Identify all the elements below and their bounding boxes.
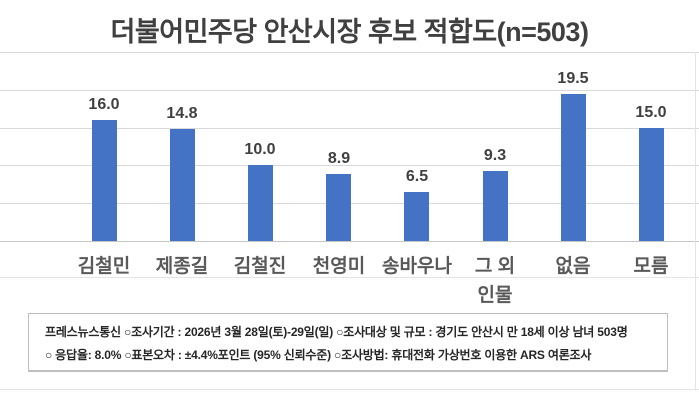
- bar-value-label: 8.9: [327, 150, 351, 167]
- category-label: 모름: [633, 256, 669, 277]
- category-label: 김철민: [77, 256, 131, 277]
- bar-value-label: 9.3: [483, 147, 507, 164]
- bar-그 외 인물: [483, 171, 508, 241]
- bar-value-label: 19.5: [557, 70, 589, 87]
- category-label: 제종길: [155, 256, 209, 277]
- bar-value-label: 15.0: [635, 104, 667, 121]
- category-label: 송바우나: [382, 256, 452, 277]
- sheet-gridline-horizontal: [0, 389, 699, 390]
- bar-김철진: [248, 165, 273, 241]
- x-axis-line: [0, 241, 699, 242]
- sheet-gridline-horizontal: [0, 277, 699, 278]
- bar-없음: [561, 94, 586, 241]
- bar-value-label: 10.0: [244, 141, 276, 158]
- chart-gridline: [0, 165, 699, 166]
- chart-gridline: [0, 128, 699, 129]
- bar-김철민: [92, 120, 117, 241]
- chart-gridline: [0, 90, 699, 91]
- sheet-gridline-vertical: [695, 52, 696, 389]
- category-label-line2: 인물: [477, 285, 513, 306]
- bar-천영미: [326, 174, 351, 241]
- bar-value-label: 6.5: [405, 168, 429, 185]
- chart-title: 더불어민주당 안산시장 후보 적합도(n=503): [110, 17, 589, 47]
- chart-gridline: [0, 52, 699, 53]
- survey-info-line-1: 프레스뉴스통신 ○조사기간 : 2026년 3월 28일(토)-29일(일) ○…: [45, 325, 628, 339]
- bar-모름: [639, 128, 664, 241]
- survey-info-line-2: ○ 응답율: 8.0% ○표본오차 : ±4.4%포인트 (95% 신뢰수준) …: [45, 348, 592, 362]
- bar-제종길: [170, 129, 195, 241]
- category-label: 그 외: [474, 256, 516, 277]
- survey-info-box: 프레스뉴스통신 ○조사기간 : 2026년 3월 28일(토)-29일(일) ○…: [28, 313, 668, 372]
- category-label: 천영미: [312, 256, 366, 277]
- bar-송바우나: [404, 192, 429, 241]
- bar-value-label: 16.0: [88, 96, 120, 113]
- category-label: 김철진: [233, 256, 287, 277]
- bar-value-label: 14.8: [166, 105, 198, 122]
- category-label: 없음: [555, 256, 591, 277]
